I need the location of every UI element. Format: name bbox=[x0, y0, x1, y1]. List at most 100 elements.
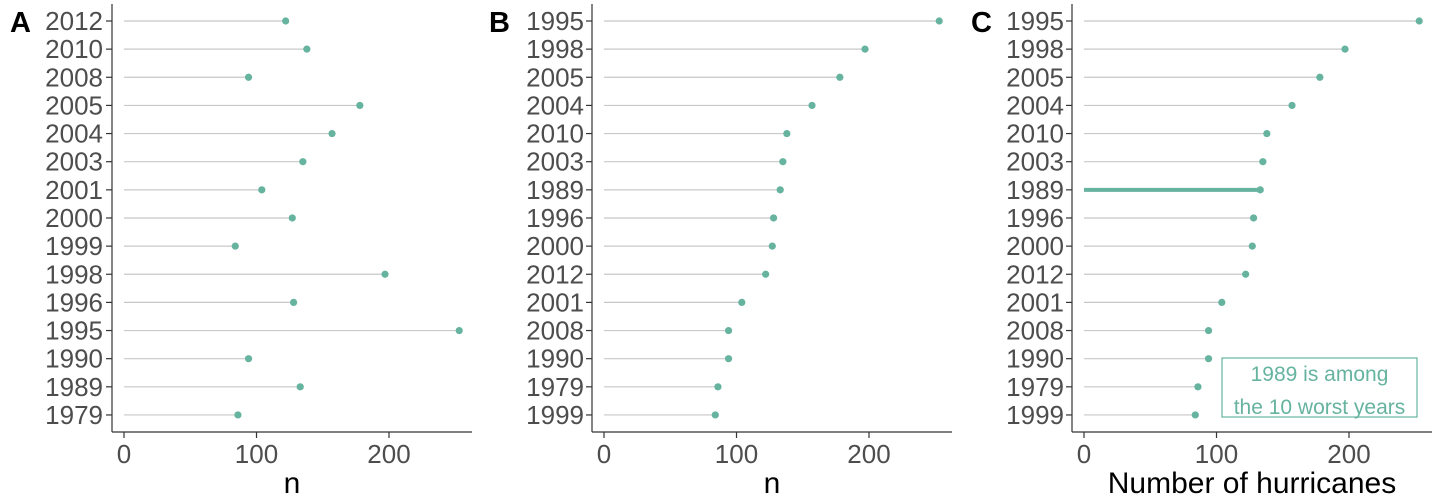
lollipop-point bbox=[244, 73, 253, 81]
x-tick-label: 200 bbox=[847, 439, 890, 469]
year-label: 1989 bbox=[1006, 175, 1064, 205]
lollipop-point bbox=[1256, 186, 1264, 194]
year-label: 2012 bbox=[526, 259, 584, 289]
year-label: 1990 bbox=[526, 344, 584, 374]
x-axis-title: n bbox=[764, 467, 781, 500]
lollipop-point bbox=[711, 411, 719, 419]
lollipop-point bbox=[836, 73, 844, 81]
x-tick-label: 100 bbox=[1195, 439, 1238, 469]
lollipop-point bbox=[1218, 298, 1226, 306]
lollipop-point bbox=[1288, 101, 1296, 110]
year-label: 1995 bbox=[526, 6, 584, 36]
lollipop-point bbox=[770, 214, 778, 222]
lollipop-point bbox=[381, 270, 389, 278]
panel-a: A 0 100 200 n 2012201020082005200420032001200… bbox=[10, 4, 472, 500]
year-label: 2010 bbox=[526, 119, 584, 149]
year-label: 2004 bbox=[45, 119, 103, 149]
lollipop-point bbox=[762, 270, 770, 278]
year-label: 2008 bbox=[526, 316, 584, 346]
lollipop-point bbox=[303, 45, 311, 53]
lollipop-point bbox=[296, 383, 304, 391]
year-label: 2001 bbox=[526, 287, 584, 317]
lollipop-point bbox=[299, 158, 307, 166]
year-label: 2000 bbox=[526, 231, 584, 261]
year-label: 1999 bbox=[1006, 400, 1064, 430]
x-axis-title: Number of hurricanes bbox=[1108, 467, 1396, 500]
year-label: 1996 bbox=[1006, 203, 1064, 233]
panel-b: B0 100 200n1995199820052004201020031989199… bbox=[489, 4, 952, 500]
lollipop-point bbox=[714, 383, 722, 391]
lollipop-point bbox=[1194, 383, 1202, 391]
lollipop-point bbox=[779, 158, 787, 166]
lollipop-point bbox=[1415, 17, 1423, 25]
lollipop-point bbox=[935, 17, 943, 25]
year-label: 1995 bbox=[1006, 6, 1064, 36]
x-tick-label: 0 bbox=[117, 439, 131, 469]
lollipop-point bbox=[288, 214, 296, 222]
lollipop-point bbox=[1242, 270, 1250, 278]
lollipop-point bbox=[1263, 129, 1271, 138]
year-label: 2012 bbox=[1006, 259, 1064, 289]
lollipop-point bbox=[861, 45, 869, 53]
lollipop-point bbox=[724, 355, 733, 363]
lollipop-point bbox=[808, 101, 816, 110]
lollipop-point bbox=[1250, 214, 1258, 222]
year-label: 2003 bbox=[45, 147, 103, 177]
year-label: 1990 bbox=[1006, 344, 1064, 374]
year-label: 2008 bbox=[45, 62, 103, 92]
year-label: 1996 bbox=[45, 287, 103, 317]
x-tick-label: 100 bbox=[235, 439, 278, 469]
year-label: 2003 bbox=[1006, 147, 1064, 177]
year-label: 1995 bbox=[45, 316, 103, 346]
year-label: 2001 bbox=[1006, 287, 1064, 317]
x-tick-label: 0 bbox=[1077, 439, 1091, 469]
lollipop-point bbox=[783, 129, 791, 138]
year-label: 2008 bbox=[1006, 316, 1064, 346]
year-label: 2000 bbox=[1006, 231, 1064, 261]
year-label: 2012 bbox=[45, 6, 103, 36]
year-label: 1990 bbox=[45, 344, 103, 374]
lollipop-point bbox=[455, 326, 463, 335]
lollipop-point bbox=[244, 355, 253, 363]
year-label: 2010 bbox=[45, 34, 103, 64]
lollipop-point bbox=[768, 242, 776, 250]
year-label: 1979 bbox=[1006, 372, 1064, 402]
lollipop-point bbox=[231, 242, 239, 250]
panel-tag: A bbox=[10, 7, 31, 39]
lollipop-point bbox=[738, 298, 746, 306]
x-tick-label: 0 bbox=[597, 439, 611, 469]
lollipop-point bbox=[356, 101, 364, 110]
year-label: 1998 bbox=[526, 34, 584, 64]
year-label: 1998 bbox=[1006, 34, 1064, 64]
lollipop-point bbox=[328, 129, 336, 138]
lollipop-point bbox=[234, 411, 242, 419]
year-label: 2004 bbox=[526, 90, 584, 120]
lollipop-point bbox=[724, 326, 733, 335]
year-label: 2005 bbox=[45, 90, 103, 120]
lollipop-point bbox=[1248, 242, 1256, 250]
year-label: 1989 bbox=[526, 175, 584, 205]
year-label: 1979 bbox=[526, 372, 584, 402]
lollipop-point bbox=[1341, 45, 1349, 53]
lollipop-point bbox=[1191, 411, 1199, 419]
year-label: 2000 bbox=[45, 203, 103, 233]
year-label: 2001 bbox=[45, 175, 103, 205]
year-label: 2010 bbox=[1006, 119, 1064, 149]
lollipop-point bbox=[1316, 73, 1324, 81]
lollipop-point bbox=[290, 298, 298, 306]
lollipop-point bbox=[1204, 326, 1213, 335]
lollipop-point bbox=[282, 17, 290, 25]
year-label: 1999 bbox=[45, 231, 103, 261]
x-tick-label: 200 bbox=[1327, 439, 1370, 469]
year-label: 2005 bbox=[1006, 62, 1064, 92]
lollipop-point bbox=[776, 186, 784, 194]
year-label: 2003 bbox=[526, 147, 584, 177]
year-label: 1996 bbox=[526, 203, 584, 233]
year-label: 1998 bbox=[45, 259, 103, 289]
panel-tag: C bbox=[971, 7, 992, 39]
panel-tag: B bbox=[489, 7, 510, 39]
lollipop-point bbox=[1259, 158, 1267, 166]
x-tick-label: 100 bbox=[715, 439, 758, 469]
